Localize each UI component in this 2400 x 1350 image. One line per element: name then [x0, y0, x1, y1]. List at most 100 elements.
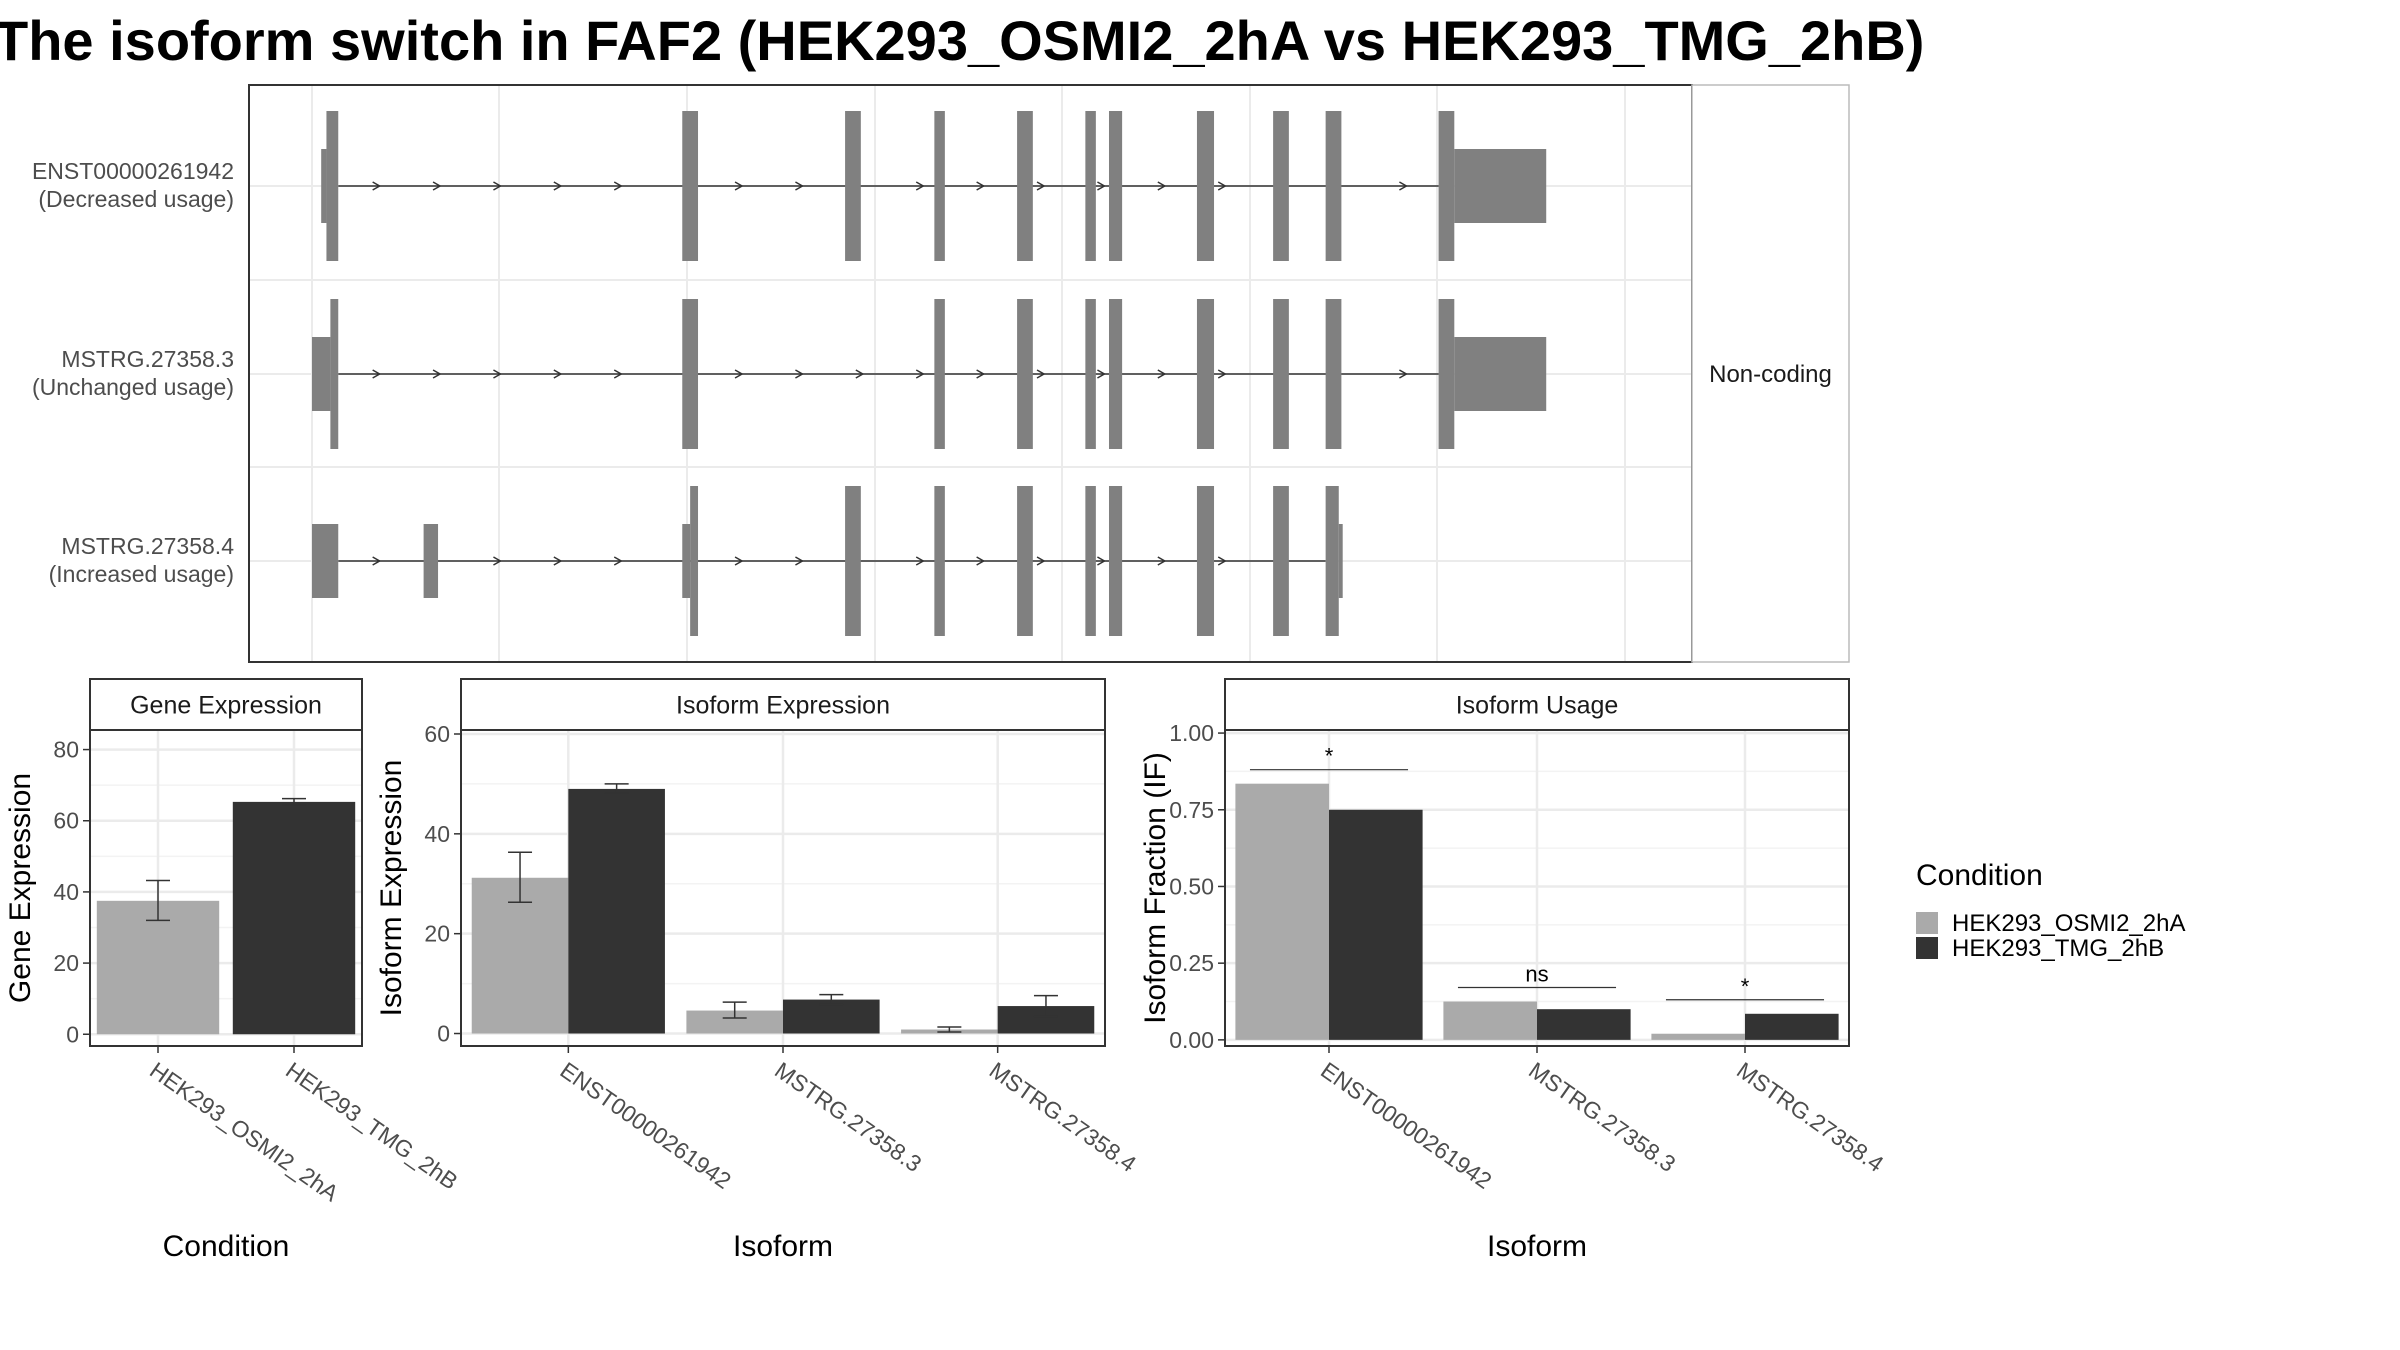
y-tick-label: 0.25: [1169, 950, 1214, 976]
facet-strip: [460, 678, 1106, 731]
exon-block: [1196, 299, 1215, 449]
exon-block: [326, 111, 339, 261]
exon-block: [1017, 111, 1033, 261]
facet-strip: [1691, 84, 1850, 663]
strand-arrow: [613, 181, 623, 191]
exon-block: [1338, 524, 1343, 598]
facet-strip: [1224, 678, 1850, 731]
gene-structure-panel: ENST00000261942(Decreased usage) MSTRG.27…: [32, 84, 1850, 663]
strand-arrow: [553, 369, 563, 379]
isoform-name: MSTRG.27358.4: [61, 533, 234, 559]
strand-arrow: [915, 181, 925, 191]
isoform-usage-label: (Unchanged usage): [32, 374, 234, 400]
exon-block: [1085, 486, 1096, 636]
exon-block: [1438, 111, 1455, 261]
exon-block: [1325, 299, 1342, 449]
strand-arrow: [613, 369, 623, 379]
isoform-name: MSTRG.27358.3: [61, 346, 234, 372]
exon-block: [690, 486, 699, 636]
exon-block: [682, 524, 691, 598]
exon-block: [682, 299, 699, 449]
legend-entry: HEK293_OSMI2_2hA: [1952, 910, 2185, 937]
isoform-name: ENST00000261942: [32, 158, 234, 184]
strand-arrow: [493, 369, 502, 379]
strand-arrow: [915, 556, 925, 566]
strand-arrow: [734, 369, 744, 379]
exon-block: [1325, 486, 1339, 636]
exon-block: [934, 111, 945, 261]
panel-title: Gene Expression: [130, 692, 322, 720]
exon-block: [330, 299, 339, 449]
legend-swatch: [1916, 937, 1938, 959]
isoform-usage-label: (Increased usage): [49, 561, 234, 587]
y-tick-label: 0: [437, 1021, 450, 1047]
strand-arrow: [976, 181, 986, 191]
strand-arrow: [795, 556, 804, 566]
isoform-track: ENST00000261942(Decreased usage): [32, 111, 1547, 261]
strand-arrow: [1036, 181, 1046, 191]
bar: [686, 1010, 783, 1034]
exon-block: [934, 299, 945, 449]
strand-arrow: [493, 181, 502, 191]
strand-arrow: [1217, 556, 1227, 566]
strand-arrow: [432, 181, 442, 191]
exon-block: [1085, 299, 1096, 449]
bar: [96, 900, 220, 1035]
isoform-usage-label: (Decreased usage): [38, 186, 234, 212]
y-tick-label: 0: [66, 1021, 79, 1047]
exon-block: [321, 149, 327, 223]
exon-block: [1196, 486, 1215, 636]
strand-arrow: [1097, 556, 1106, 566]
bar-panel: ENST00000261942 MSTRG.27358.3 MSTRG.27358.…: [375, 678, 1141, 1263]
y-tick-label: 60: [424, 721, 450, 747]
strand-arrow: [493, 556, 502, 566]
exon-block: [1273, 111, 1289, 261]
bar: [1537, 1009, 1631, 1040]
exon-block: [1108, 299, 1123, 449]
strand-arrow: [1097, 181, 1106, 191]
strand-arrow: [1036, 556, 1046, 566]
x-axis-title: Condition: [163, 1230, 290, 1263]
strand-arrow: [1399, 369, 1408, 379]
strand-arrow: [1157, 556, 1167, 566]
exon-block: [1108, 111, 1123, 261]
bar: [1235, 783, 1329, 1040]
y-tick-label: 0.00: [1169, 1027, 1214, 1053]
exon-block: [1438, 299, 1455, 449]
strand-arrow: [1157, 369, 1167, 379]
strand-arrow: [372, 369, 382, 379]
significance-label: *: [1325, 744, 1334, 769]
exon-block: [934, 486, 945, 636]
exon-block: [1108, 486, 1123, 636]
x-axis-title: Isoform: [733, 1230, 833, 1263]
bar: [568, 788, 665, 1034]
exon-block: [1454, 337, 1547, 411]
y-tick-label: 20: [424, 921, 450, 947]
strand-arrow: [976, 369, 986, 379]
significance-label: *: [1741, 974, 1750, 999]
exon-block: [1017, 486, 1033, 636]
exon-block: [423, 524, 439, 598]
legend-entry: HEK293_TMG_2hB: [1952, 935, 2164, 962]
exon-block: [1017, 299, 1033, 449]
exon-block: [845, 486, 861, 636]
x-tick-label: MSTRG.27358.4: [985, 1057, 1141, 1177]
exon-block: [1196, 111, 1215, 261]
facet-strip: [89, 678, 363, 731]
y-tick-label: 40: [53, 879, 79, 905]
strand-arrow: [976, 556, 986, 566]
bar: [471, 877, 569, 1034]
strand-arrow: [1097, 369, 1106, 379]
y-tick-label: 1.00: [1169, 720, 1214, 746]
bar: [1329, 809, 1423, 1040]
y-tick-label: 20: [53, 950, 79, 976]
strand-arrow: [553, 181, 563, 191]
strand-arrow: [1157, 181, 1167, 191]
y-axis-title: Isoform Fraction (IF): [1139, 752, 1172, 1024]
x-tick-label: ENST00000261942: [1316, 1057, 1496, 1194]
strand-arrow: [1217, 181, 1227, 191]
y-tick-label: 0.50: [1169, 873, 1214, 899]
exon-block: [682, 111, 699, 261]
strand-arrow: [1036, 369, 1046, 379]
